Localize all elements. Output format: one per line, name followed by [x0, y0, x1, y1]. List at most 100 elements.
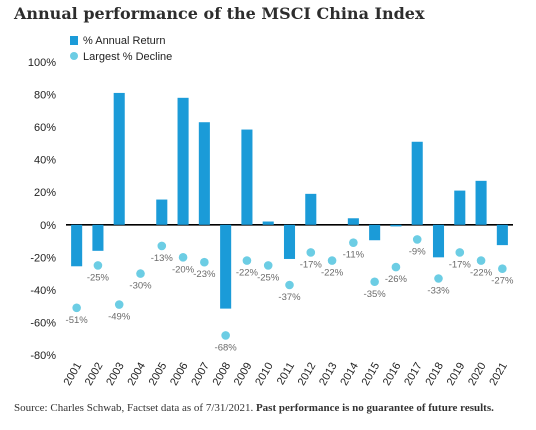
legend-bar-label: % Annual Return [83, 35, 166, 47]
chart-title: Annual performance of the MSCI China Ind… [14, 4, 425, 23]
bar-annual-return [198, 122, 210, 225]
x-tick-label: 2014 [338, 361, 361, 388]
x-tick-label: 2004 [125, 361, 148, 388]
x-tick-label: 2013 [317, 361, 340, 388]
decline-data-label: -11% [343, 250, 365, 261]
bar-annual-return [241, 129, 253, 225]
y-tick-label: 20% [34, 187, 56, 199]
dot-largest-decline [136, 269, 145, 278]
x-tick-label: 2012 [296, 361, 319, 388]
dot-largest-decline [93, 261, 103, 270]
bar-annual-return [71, 224, 83, 267]
legend: % Annual Return Largest % Decline [70, 35, 172, 63]
decline-data-label: -25% [257, 272, 280, 283]
x-tick-label: 2020 [466, 361, 489, 388]
dot-largest-decline [349, 238, 358, 247]
decline-data-label: -35% [364, 289, 387, 300]
decline-data-label: -17% [449, 259, 472, 270]
decline-data-label: -9% [409, 246, 426, 257]
bar-annual-return [369, 224, 381, 241]
y-tick-label: 100% [28, 57, 56, 69]
bar-annual-return [454, 190, 466, 225]
bar-annual-return [432, 224, 445, 258]
decline-data-label: -51% [66, 315, 89, 326]
source-note: Source: Charles Schwab, Factset data as … [14, 402, 494, 414]
bar-annual-return [347, 218, 359, 225]
bar-annual-return [92, 224, 104, 251]
x-tick-label: 2021 [487, 361, 510, 388]
disclaimer-text: Past performance is no guarantee of futu… [255, 402, 494, 414]
decline-data-label: -27% [491, 276, 514, 287]
dot-largest-decline [306, 248, 316, 257]
dot-largest-decline [476, 256, 486, 265]
x-tick-label: 2016 [381, 361, 404, 388]
bar-annual-return [262, 221, 274, 225]
dot-largest-decline [157, 241, 167, 251]
decline-data-label: -30% [129, 281, 152, 292]
legend-dot-label: Largest % Decline [83, 51, 172, 63]
y-tick-label: -80% [30, 350, 56, 362]
bars-group [71, 92, 508, 309]
decline-data-label: -22% [236, 268, 259, 279]
x-tick-label: 2019 [445, 361, 468, 388]
y-tick-label: -40% [30, 285, 56, 297]
decline-data-label: -22% [321, 268, 344, 279]
bar-annual-return [177, 97, 189, 225]
y-tick-label: -20% [30, 252, 56, 264]
decline-data-label: -17% [300, 259, 323, 270]
decline-data-label: -13% [151, 253, 174, 264]
x-tick-label: 2017 [402, 361, 425, 388]
legend-dot-swatch [70, 52, 78, 60]
bar-annual-return [305, 193, 317, 225]
x-tick-label: 2011 [275, 361, 297, 387]
legend-bar-swatch [70, 36, 78, 45]
dot-largest-decline [178, 253, 188, 262]
dot-largest-decline [434, 274, 443, 283]
bar-annual-return [475, 180, 487, 225]
dot-largest-decline [498, 264, 507, 274]
x-tick-label: 2015 [360, 361, 383, 388]
dot-largest-decline [285, 280, 294, 290]
bar-annual-return [113, 92, 125, 225]
y-tick-label: 40% [34, 155, 56, 167]
y-tick-label: -60% [30, 317, 56, 329]
dot-largest-decline [263, 261, 273, 270]
dot-largest-decline [391, 262, 401, 272]
decline-data-label: -26% [385, 274, 408, 285]
dot-largest-decline [200, 257, 209, 267]
x-tick-label: 2005 [147, 361, 170, 388]
decline-data-label: -22% [470, 268, 493, 279]
x-tick-label: 2002 [83, 361, 106, 388]
y-tick-label: 80% [34, 90, 56, 102]
dot-largest-decline [242, 256, 252, 265]
x-tick-label: 2009 [232, 361, 255, 388]
dot-largest-decline [72, 303, 81, 313]
decline-data-label: -68% [215, 342, 238, 353]
bar-annual-return [496, 224, 508, 246]
dot-largest-decline [370, 277, 379, 287]
dot-largest-decline [114, 300, 124, 309]
decline-data-label: -33% [427, 285, 450, 296]
x-tick-label: 2010 [253, 361, 276, 388]
x-tick-label: 2001 [62, 361, 85, 388]
y-tick-label: 0% [40, 220, 56, 232]
decline-data-label: -37% [278, 292, 301, 303]
bar-annual-return [390, 224, 402, 227]
decline-data-label: -25% [87, 272, 110, 283]
dot-largest-decline [412, 235, 422, 244]
decline-data-label: -20% [172, 264, 195, 275]
dot-largest-decline [327, 256, 337, 265]
y-tick-label: 60% [34, 122, 56, 134]
x-tick-label: 2008 [211, 361, 234, 388]
bar-annual-return [220, 224, 232, 309]
dot-largest-decline [455, 248, 465, 257]
x-tick-label: 2006 [168, 361, 191, 388]
x-tick-label: 2018 [423, 361, 446, 388]
bar-annual-return [283, 224, 296, 259]
source-text: Source: Charles Schwab, Factset data as … [14, 402, 256, 414]
x-tick-label: 2007 [189, 361, 212, 388]
decline-data-label: -23% [193, 269, 216, 280]
dots-group: -51%-25%-49%-30%-13%-20% -23%-68%-22% -25%… [66, 235, 514, 353]
